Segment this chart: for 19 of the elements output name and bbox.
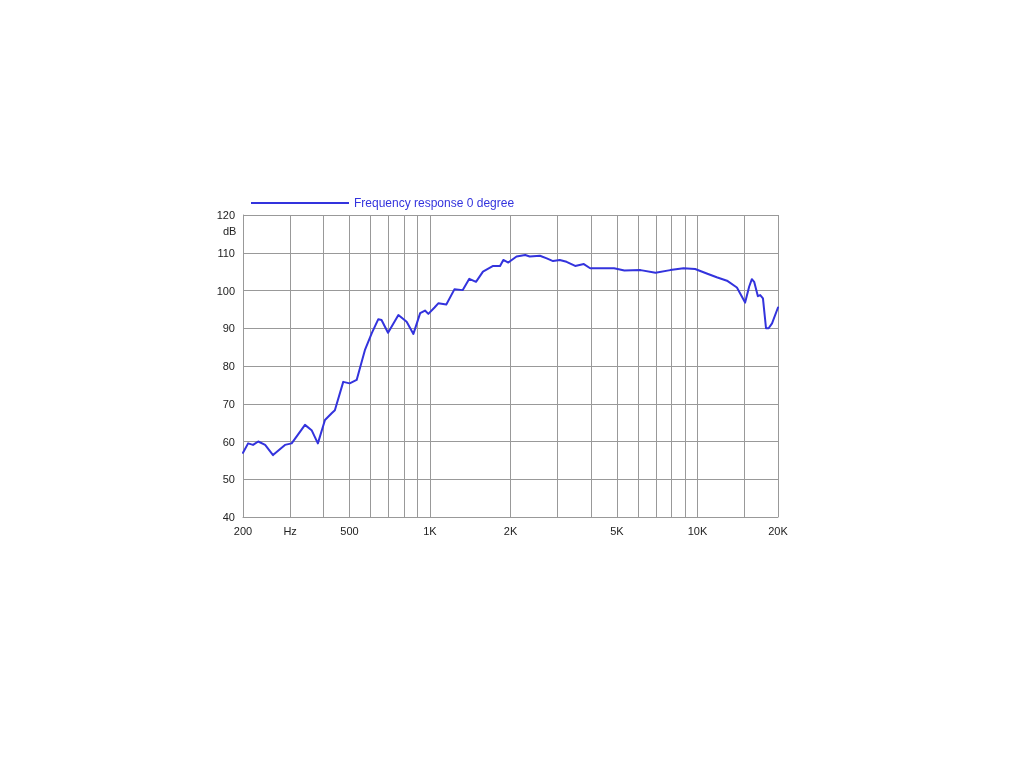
x-tick-label: 20K [768, 524, 789, 537]
y-tick-label: 40 [222, 511, 235, 523]
text: Frequency response 0 degree [354, 196, 515, 210]
y-tick-label: 110 [217, 246, 235, 259]
y-tick-label: 80 [222, 360, 235, 372]
x-tick-label: Hz [283, 524, 297, 537]
y-tick-label: 100 [216, 284, 235, 297]
x-tick-label: 500 [340, 524, 359, 537]
y-axis-title: dB [223, 224, 237, 237]
x-tick-label: 10K [687, 524, 708, 537]
x-tick-label: 2K [503, 524, 518, 537]
y-tick-label: 120 [216, 209, 235, 221]
x-tick-label: 5K [610, 524, 625, 537]
y-tick-label: 70 [222, 397, 235, 410]
y-tick-label: 50 [222, 473, 235, 486]
x-tick-label: 200 [233, 524, 253, 537]
y-tick-label: 60 [222, 435, 235, 448]
y-tick-label: 90 [222, 322, 235, 335]
x-tick-label: 1K [423, 524, 438, 537]
